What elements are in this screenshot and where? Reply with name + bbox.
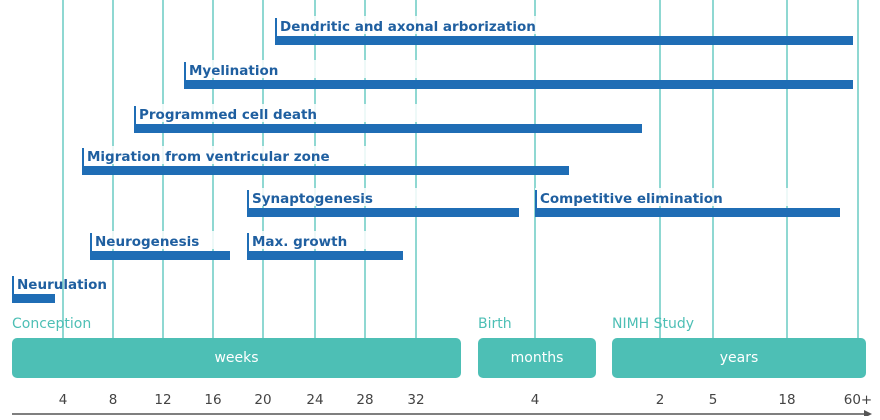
tick-label: 24 — [306, 392, 323, 408]
tick-label: 28 — [356, 392, 373, 408]
process-bar — [82, 166, 569, 175]
tick-label: 12 — [154, 392, 171, 408]
process-label: Migration from ventricular zone — [87, 149, 330, 165]
process-label: Dendritic and axonal arborization — [280, 19, 536, 35]
process-bar — [247, 251, 403, 260]
scale-label: months — [511, 350, 564, 366]
tick-label: 2 — [656, 392, 665, 408]
label-backdrop — [90, 231, 230, 249]
scale-segment — [12, 338, 461, 378]
process-label: Competitive elimination — [540, 191, 723, 207]
process-bar — [184, 80, 853, 89]
process-bar — [275, 36, 853, 45]
process-bar — [90, 251, 230, 260]
process-bar — [12, 294, 55, 303]
process-bar — [134, 124, 642, 133]
label-backdrop — [247, 231, 403, 249]
label-backdrop — [275, 16, 575, 34]
tick-label: 5 — [709, 392, 718, 408]
label-backdrop — [535, 188, 835, 206]
tick-label: 20 — [254, 392, 271, 408]
scale-label: weeks — [214, 350, 258, 366]
event-label: Birth — [478, 316, 512, 332]
tick-label: 18 — [778, 392, 795, 408]
process-label: Neurogenesis — [95, 234, 199, 250]
tick-label: 60+ — [844, 392, 873, 408]
label-backdrop — [247, 188, 519, 206]
label-backdrop — [82, 146, 382, 164]
axis-arrow — [864, 410, 872, 418]
scale-segment — [612, 338, 866, 378]
label-backdrop — [12, 274, 55, 292]
tick-label: 4 — [531, 392, 540, 408]
process-label: Max. growth — [252, 234, 347, 250]
process-label: Neurulation — [17, 277, 107, 293]
event-label: NIMH Study — [612, 316, 694, 332]
process-bar — [247, 208, 519, 217]
tick-label: 16 — [204, 392, 221, 408]
process-label: Programmed cell death — [139, 107, 317, 123]
label-backdrop — [134, 104, 434, 122]
tick-label: 8 — [109, 392, 118, 408]
process-label: Myelination — [189, 63, 278, 79]
scale-label: years — [720, 350, 759, 366]
process-label: Synaptogenesis — [252, 191, 373, 207]
process-bar — [535, 208, 840, 217]
scale-segment — [478, 338, 596, 378]
tick-label: 4 — [59, 392, 68, 408]
event-label: Conception — [12, 316, 91, 332]
label-backdrop — [184, 60, 484, 78]
tick-label: 32 — [407, 392, 424, 408]
